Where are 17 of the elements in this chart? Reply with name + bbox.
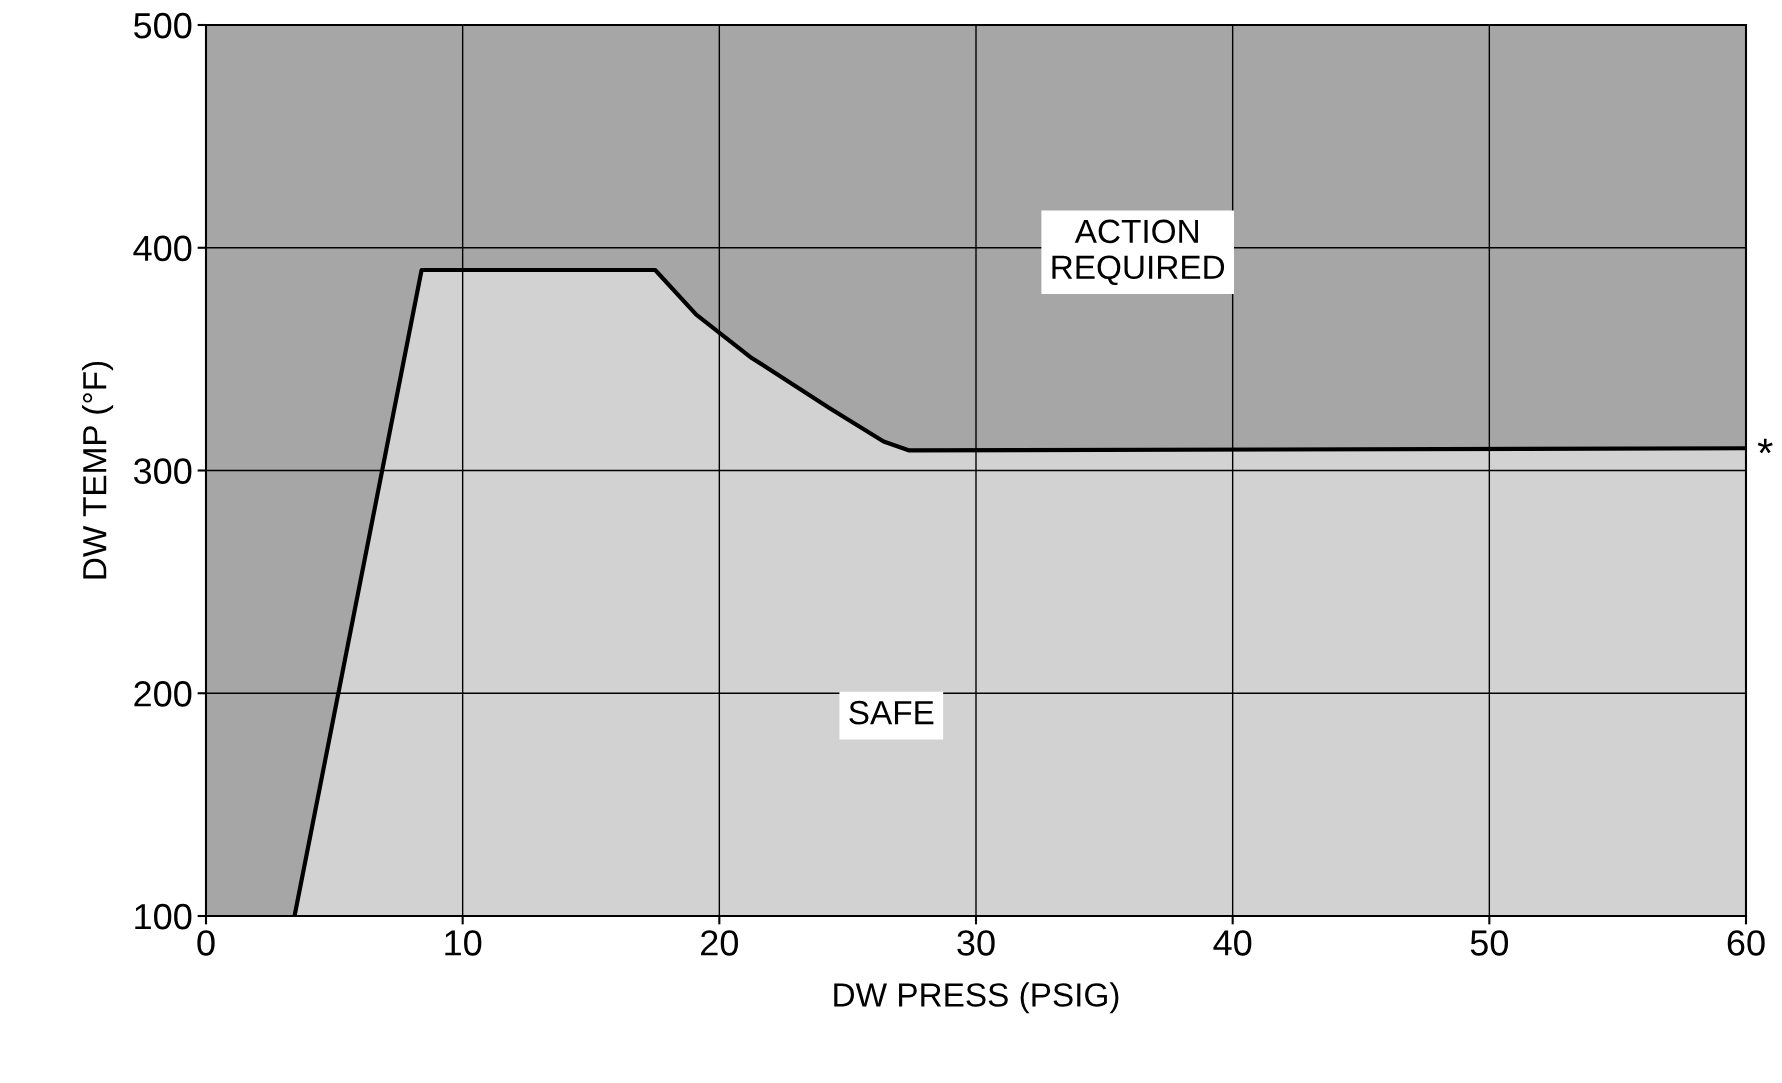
y-tick-label: 200	[134, 681, 192, 707]
y-tick-label: 500	[134, 12, 192, 39]
y-tick-label: 300	[133, 458, 192, 484]
x-tick-label: 60	[1727, 930, 1765, 956]
y-tick-label: 400	[133, 235, 192, 262]
x-axis-title: DW PRESS (PSIG)	[834, 982, 1119, 1014]
x-tick-label: 20	[701, 930, 739, 956]
annotation: *	[1757, 438, 1773, 454]
x-tick-label: 30	[957, 930, 995, 956]
y-tick-label: 100	[135, 903, 192, 930]
x-tick-label: 40	[1213, 930, 1252, 956]
x-tick-label: 0	[197, 930, 215, 956]
y-axis-title: DW TEMP (°F)	[82, 361, 114, 579]
x-tick-label: 50	[1470, 930, 1509, 956]
annotation: ACTION REQUIRED	[1052, 219, 1225, 286]
annotation: SAFE	[849, 700, 934, 725]
x-tick-label: 10	[445, 930, 482, 956]
